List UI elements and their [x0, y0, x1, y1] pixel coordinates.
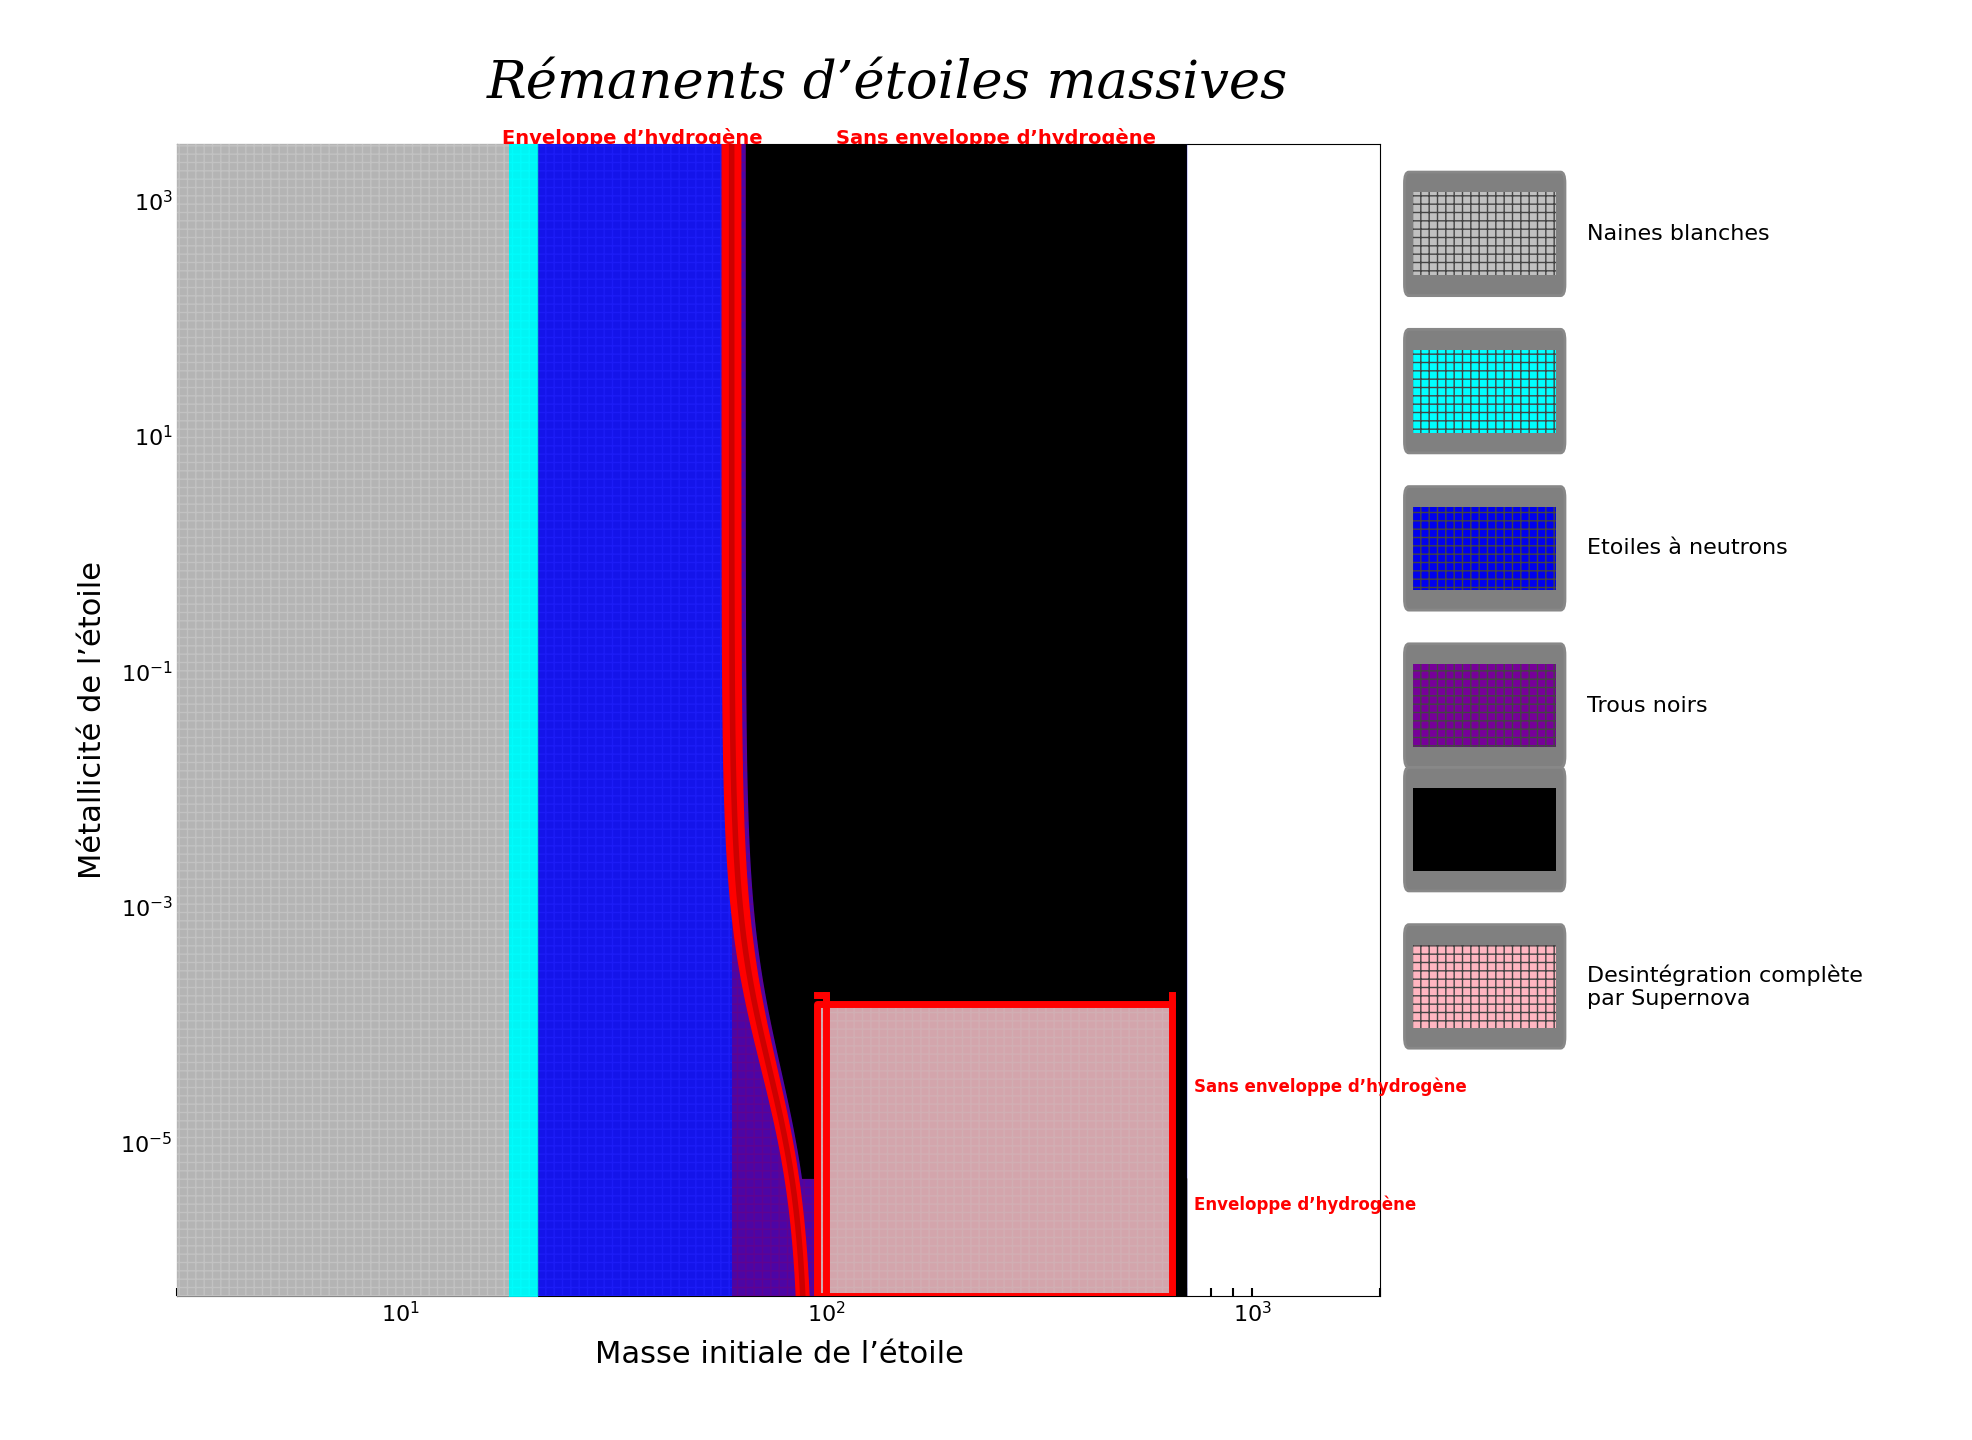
Bar — [509, 144, 538, 1296]
FancyBboxPatch shape — [1404, 487, 1566, 611]
Bar — [1414, 350, 1556, 432]
Bar — [1414, 664, 1556, 747]
Bar — [1414, 350, 1556, 432]
Text: Enveloppe d’hydrogène: Enveloppe d’hydrogène — [501, 128, 763, 147]
FancyBboxPatch shape — [1404, 924, 1566, 1048]
FancyBboxPatch shape — [1404, 644, 1566, 768]
Bar — [1414, 507, 1556, 590]
Bar — [1414, 664, 1556, 747]
Y-axis label: Métallicité de l’étoile: Métallicité de l’étoile — [77, 562, 106, 878]
Bar — [177, 144, 509, 1296]
FancyBboxPatch shape — [1404, 330, 1566, 452]
X-axis label: Masse initiale de l’étoile: Masse initiale de l’étoile — [594, 1341, 964, 1369]
Bar — [1414, 788, 1556, 871]
Text: Sans enveloppe d’hydrogène: Sans enveloppe d’hydrogène — [836, 128, 1156, 147]
Text: Etoiles à neutrons: Etoiles à neutrons — [1587, 539, 1787, 559]
Polygon shape — [747, 144, 1187, 1178]
Bar — [1414, 945, 1556, 1028]
Text: Sans enveloppe d’hydrogène: Sans enveloppe d’hydrogène — [1193, 1077, 1467, 1096]
Text: Enveloppe d’hydrogène: Enveloppe d’hydrogène — [1193, 1195, 1416, 1214]
Bar — [1414, 945, 1556, 1028]
Bar — [1414, 193, 1556, 275]
Text: Desintégration complète
par Supernova: Desintégration complète par Supernova — [1587, 963, 1862, 1009]
Polygon shape — [722, 144, 809, 1296]
Bar — [1414, 193, 1556, 275]
FancyBboxPatch shape — [1404, 171, 1566, 295]
Text: Rémanents d’étoiles massives: Rémanents d’étoiles massives — [487, 58, 1288, 108]
Polygon shape — [816, 1178, 1187, 1296]
Polygon shape — [816, 1004, 1173, 1296]
Text: Naines blanches: Naines blanches — [1587, 223, 1769, 243]
Bar — [538, 144, 1187, 1296]
FancyBboxPatch shape — [1404, 768, 1566, 891]
Polygon shape — [816, 1004, 1173, 1296]
Text: Trous noirs: Trous noirs — [1587, 696, 1708, 716]
Bar — [1414, 507, 1556, 590]
